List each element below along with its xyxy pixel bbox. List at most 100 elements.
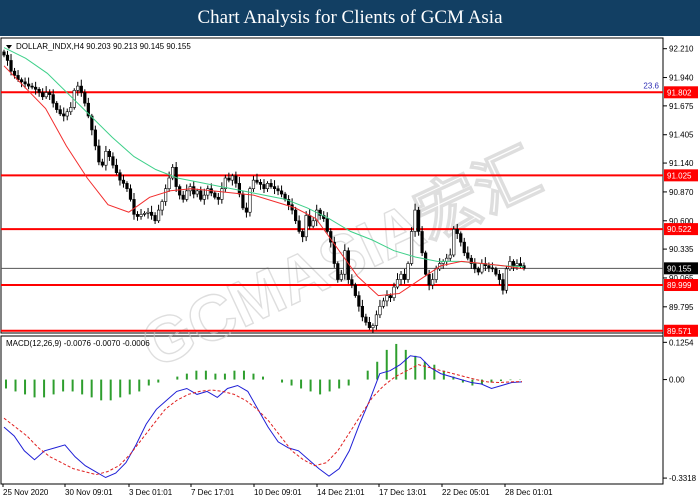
candle-body xyxy=(93,129,97,147)
candle-body xyxy=(79,85,83,93)
candle-body xyxy=(332,241,336,264)
candle-body xyxy=(357,295,361,307)
candle-body xyxy=(374,314,379,326)
candle-body xyxy=(227,177,231,181)
candle-body xyxy=(325,218,329,232)
candle-body xyxy=(111,156,115,166)
candle-body xyxy=(44,92,48,98)
candle-body xyxy=(276,188,280,192)
candle-body xyxy=(265,183,270,190)
candle-body xyxy=(473,263,477,270)
candle-body xyxy=(69,107,73,113)
candle-body xyxy=(65,111,69,117)
y-tick-label: 90.600 xyxy=(669,217,694,226)
candle-body xyxy=(244,207,249,213)
candle-body xyxy=(146,211,150,214)
x-tick-label: 10 Dec 09:01 xyxy=(254,488,302,497)
candle-body xyxy=(269,183,273,187)
candle-body xyxy=(381,300,386,307)
candle-body xyxy=(286,199,291,206)
candle-body xyxy=(350,279,354,286)
candle-body xyxy=(508,261,512,270)
candle-body xyxy=(336,263,340,280)
candle-body xyxy=(431,279,435,286)
candle-body xyxy=(86,102,90,117)
candle-body xyxy=(413,209,417,232)
level-label-89.999: 89.999 xyxy=(667,281,692,290)
macd-label: MACD(12,26,9) -0.0076 -0.0070 -0.0006 xyxy=(6,339,150,348)
candle-body xyxy=(367,322,372,328)
candle-body xyxy=(30,85,34,88)
candle-body xyxy=(213,192,217,198)
candle-body xyxy=(23,81,27,85)
level-label-box xyxy=(664,279,698,292)
candle-body xyxy=(388,295,393,299)
candle-body xyxy=(156,209,161,222)
candle-body xyxy=(518,263,523,266)
candle-body xyxy=(455,229,459,234)
candle-body xyxy=(311,220,315,227)
candle-body xyxy=(55,102,59,110)
candle-body xyxy=(353,284,357,296)
level-label-box xyxy=(664,86,698,99)
candle-body xyxy=(100,161,104,166)
y-tick-label: 90.870 xyxy=(669,188,694,197)
candle-body xyxy=(406,263,410,280)
symbol-info: DOLLAR_INDX,H4 90.203 90.213 90.145 90.1… xyxy=(16,42,191,51)
candle-body xyxy=(304,215,308,238)
candle-body xyxy=(125,183,129,190)
y-tick-label: 92.210 xyxy=(669,45,694,54)
candle-body xyxy=(301,231,305,238)
fib-label: 23.6 xyxy=(643,81,659,90)
current-price-label: 90.155 xyxy=(667,264,692,273)
candle-body xyxy=(466,252,470,259)
candle-body xyxy=(167,177,171,190)
candle-body xyxy=(51,94,55,104)
macd-line xyxy=(3,355,523,479)
candle-body xyxy=(371,325,375,328)
candle-body xyxy=(427,273,431,286)
x-tick-label: 7 Dec 17:01 xyxy=(191,488,235,497)
macd-pane-frame xyxy=(0,335,664,485)
candle-body xyxy=(34,86,38,90)
candle-body xyxy=(315,209,319,222)
level-label-box xyxy=(664,324,698,337)
candle-body xyxy=(128,188,133,200)
candle-body xyxy=(192,186,196,195)
main-pane-frame xyxy=(0,37,664,334)
y-tick-label: 91.405 xyxy=(669,131,694,140)
level-label-91.025: 91.025 xyxy=(667,171,692,180)
candle-body xyxy=(118,172,122,181)
candle-body xyxy=(511,261,516,266)
candle-body xyxy=(490,267,494,270)
candle-body xyxy=(420,231,424,254)
candle-body xyxy=(149,211,154,216)
candle-body xyxy=(504,268,509,291)
candle-body xyxy=(434,268,438,280)
y-tick-label: 91.140 xyxy=(669,159,694,168)
candle-body xyxy=(258,181,263,185)
candle-body xyxy=(142,212,147,215)
candle-body xyxy=(409,231,414,264)
candle-body xyxy=(26,83,31,87)
candle-body xyxy=(241,193,245,209)
candle-body xyxy=(494,268,498,275)
candle-body xyxy=(2,51,6,56)
candle-body xyxy=(392,286,396,299)
candle-body xyxy=(58,109,62,115)
candle-body xyxy=(121,179,126,184)
candle-body xyxy=(107,150,112,157)
x-tick-label: 30 Nov 09:01 xyxy=(65,488,113,497)
candle-body xyxy=(308,215,312,227)
candle-body xyxy=(255,179,259,183)
level-label-90.522: 90.522 xyxy=(667,225,692,234)
candle-body xyxy=(497,273,502,280)
candle-body xyxy=(5,54,10,61)
x-tick-label: 14 Dec 21:01 xyxy=(317,488,365,497)
x-tick-label: 25 Nov 2020 xyxy=(3,488,49,497)
y-tick-label: 91.940 xyxy=(669,74,694,83)
candle-body xyxy=(360,305,364,318)
candle-body xyxy=(171,167,175,179)
